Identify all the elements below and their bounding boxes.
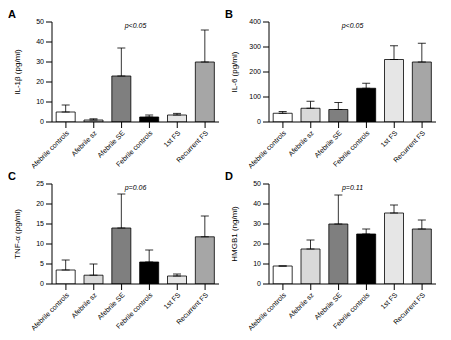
svg-text:Afebrile SE: Afebrile SE	[313, 291, 343, 321]
svg-text:Recurrent FS: Recurrent FS	[175, 291, 210, 326]
svg-text:50: 50	[36, 18, 44, 25]
svg-text:IL-6 (pg/ml): IL-6 (pg/ml)	[230, 51, 239, 92]
svg-text:Febrile controls: Febrile controls	[115, 129, 154, 168]
svg-text:0: 0	[257, 280, 261, 287]
svg-text:Afebrile sz: Afebrile sz	[70, 129, 98, 157]
svg-text:Recurrent FS: Recurrent FS	[175, 129, 210, 164]
svg-text:1st FS: 1st FS	[379, 291, 398, 310]
html-text:A: A	[8, 8, 16, 20]
svg-text:Afebrile controls: Afebrile controls	[247, 291, 288, 332]
svg-text:Recurrent FS: Recurrent FS	[392, 291, 427, 326]
svg-text:0: 0	[257, 118, 261, 125]
svg-text:Afebrile SE: Afebrile SE	[96, 291, 126, 321]
svg-text:5: 5	[40, 260, 44, 267]
svg-text:50: 50	[253, 180, 261, 187]
html-text:C: C	[8, 170, 16, 182]
svg-text:Febrile controls: Febrile controls	[115, 291, 154, 330]
svg-text:400: 400	[249, 18, 261, 25]
svg-text:Febrile controls: Febrile controls	[332, 129, 371, 168]
svg-text:100: 100	[249, 93, 261, 100]
svg-text:Febrile controls: Febrile controls	[332, 291, 371, 330]
svg-text:40: 40	[253, 200, 261, 207]
svg-text:IL-1β (pg/ml): IL-1β (pg/ml)	[13, 49, 22, 95]
svg-text:15: 15	[36, 220, 44, 227]
svg-text:1st FS: 1st FS	[379, 129, 398, 148]
svg-text:0: 0	[40, 280, 44, 287]
svg-text:1st FS: 1st FS	[162, 129, 181, 148]
svg-text:10: 10	[36, 98, 44, 105]
svg-text:200: 200	[249, 68, 261, 75]
svg-text:30: 30	[253, 220, 261, 227]
svg-text:Recurrent FS: Recurrent FS	[392, 129, 427, 164]
svg-text:300: 300	[249, 43, 261, 50]
html-text:p=0.11: p=0.11	[342, 184, 363, 191]
svg-text:10: 10	[253, 260, 261, 267]
svg-text:TNF-α (pg/ml): TNF-α (pg/ml)	[13, 209, 22, 259]
svg-text:25: 25	[36, 180, 44, 187]
svg-text:1st FS: 1st FS	[162, 291, 181, 310]
svg-text:40: 40	[36, 38, 44, 45]
svg-text:Afebrile controls: Afebrile controls	[30, 129, 71, 170]
html-text:D: D	[225, 170, 233, 182]
svg-text:30: 30	[36, 58, 44, 65]
svg-text:Afebrile SE: Afebrile SE	[313, 129, 343, 159]
svg-text:Afebrile controls: Afebrile controls	[247, 129, 288, 170]
svg-text:20: 20	[36, 200, 44, 207]
svg-text:Afebrile controls: Afebrile controls	[30, 291, 71, 332]
svg-text:Afebrile sz: Afebrile sz	[287, 129, 315, 157]
html-text:p<0.05: p<0.05	[341, 22, 364, 29]
html-text:p=0.06: p=0.06	[124, 184, 147, 191]
svg-text:Afebrile sz: Afebrile sz	[70, 291, 98, 319]
svg-text:20: 20	[36, 78, 44, 85]
svg-text:HMGB1 (ng/ml): HMGB1 (ng/ml)	[230, 206, 239, 262]
svg-text:10: 10	[36, 240, 44, 247]
html-text:p<0.05: p<0.05	[124, 22, 147, 29]
svg-text:Afebrile sz: Afebrile sz	[287, 291, 315, 319]
svg-text:Afebrile SE: Afebrile SE	[96, 129, 126, 159]
svg-text:0: 0	[40, 118, 44, 125]
html-text:B: B	[225, 8, 233, 20]
svg-text:20: 20	[253, 240, 261, 247]
